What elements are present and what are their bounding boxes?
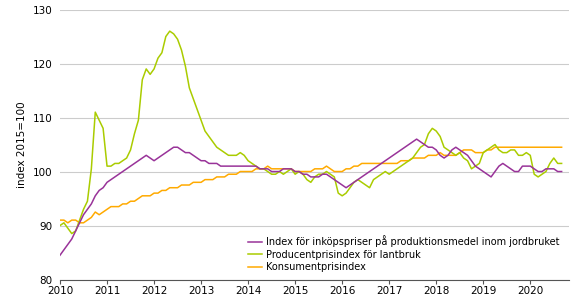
Producentprisindex för lantbruk [56,224,63,227]
Konsumentprisindex [503,146,510,149]
Producentprisindex för lantbruk [460,156,467,160]
Line: Index för inköpspriser på produktionsmedel inom jordbruket: Index för inköpspriser på produktionsmed… [60,139,562,255]
Index för inköpspriser på produktionsmedel inom jordbruket [319,172,326,176]
Index för inköpspriser på produktionsmedel inom jordbruket [558,170,565,173]
Index för inköpspriser på produktionsmedel inom jordbruket [457,148,463,152]
Index för inköpspriser på produktionsmedel inom jordbruket [194,156,201,160]
Index för inköpspriser på produktionsmedel inom jordbruket [354,178,361,182]
Konsumentprisindex [198,181,205,184]
Producentprisindex för lantbruk [202,129,209,133]
Line: Producentprisindex för lantbruk: Producentprisindex för lantbruk [60,31,562,234]
Producentprisindex för lantbruk [327,172,334,176]
Line: Konsumentprisindex: Konsumentprisindex [60,147,562,223]
Producentprisindex för lantbruk [362,183,369,187]
Producentprisindex för lantbruk [503,151,510,154]
Index för inköpspriser på produktionsmedel inom jordbruket [80,213,87,217]
Producentprisindex för lantbruk [166,29,173,33]
Y-axis label: index 2015=100: index 2015=100 [17,101,27,188]
Konsumentprisindex [492,146,499,149]
Producentprisindex för lantbruk [84,199,91,203]
Index för inköpspriser på produktionsmedel inom jordbruket [56,253,63,257]
Konsumentprisindex [558,146,565,149]
Index för inköpspriser på produktionsmedel inom jordbruket [413,137,420,141]
Konsumentprisindex [358,162,365,165]
Konsumentprisindex [56,218,63,222]
Index för inköpspriser på produktionsmedel inom jordbruket [500,162,507,165]
Konsumentprisindex [457,151,463,154]
Producentprisindex för lantbruk [68,232,75,236]
Producentprisindex för lantbruk [558,162,565,165]
Konsumentprisindex [323,164,330,168]
Legend: Index för inköpspriser på produktionsmedel inom jordbruket, Producentprisindex f: Index för inköpspriser på produktionsmed… [247,235,559,272]
Konsumentprisindex [84,218,91,222]
Konsumentprisindex [64,221,71,225]
